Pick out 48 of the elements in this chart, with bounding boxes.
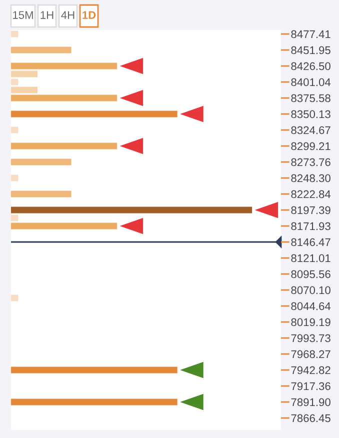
- y-tick-label: 8350.13: [291, 110, 330, 118]
- y-tick-label: 8171.93: [291, 222, 330, 230]
- bar: [11, 190, 72, 198]
- y-tick-label: 8146.47: [291, 238, 330, 246]
- y-tick-label: 8299.21: [291, 142, 330, 150]
- bar: [11, 110, 178, 118]
- bar: [11, 62, 118, 70]
- y-tick-label: 8324.67: [291, 126, 330, 134]
- bar: [11, 142, 118, 150]
- bar: [11, 398, 178, 406]
- bar: [11, 94, 118, 102]
- bar: [11, 174, 18, 182]
- bar: [11, 126, 18, 134]
- y-tick-label: 8222.84: [291, 190, 331, 198]
- bar: [11, 78, 18, 86]
- bar: [11, 222, 118, 230]
- bar: [11, 30, 18, 38]
- y-tick-label: 8451.95: [291, 46, 330, 54]
- y-tick-label: 8401.04: [291, 78, 331, 86]
- bar: [11, 70, 38, 78]
- y-tick-label: 7942.82: [291, 366, 330, 374]
- bar: [11, 158, 72, 166]
- y-tick-label: 8044.64: [291, 302, 331, 310]
- bar: [11, 294, 18, 302]
- y-tick-label: 8426.50: [291, 62, 330, 70]
- text: 1D: [82, 11, 96, 19]
- y-tick-label: 7993.73: [291, 334, 330, 342]
- bar: [11, 206, 252, 214]
- y-tick-label: 8121.01: [291, 254, 330, 262]
- y-tick-label: 7917.36: [291, 382, 330, 390]
- text: 1H: [40, 11, 54, 19]
- y-tick-label: 7891.90: [291, 398, 330, 406]
- text: 15M: [13, 11, 33, 19]
- bar: [11, 214, 18, 222]
- bar: [11, 86, 38, 94]
- y-tick-label: 8197.39: [291, 206, 330, 214]
- y-tick-label: 8095.56: [291, 270, 330, 278]
- y-tick-label: 7968.27: [291, 350, 330, 358]
- y-tick-label: 8477.41: [291, 30, 330, 38]
- bar: [11, 366, 178, 374]
- y-tick-label: 8019.19: [291, 318, 330, 326]
- bar: [11, 46, 72, 54]
- y-tick-label: 8248.30: [291, 174, 330, 182]
- text: 4H: [61, 11, 74, 19]
- y-tick-label: 8375.58: [291, 94, 330, 102]
- y-tick-label: 8273.76: [291, 158, 330, 166]
- y-tick-label: 8070.10: [291, 286, 330, 294]
- y-tick-label: 7866.45: [291, 414, 330, 422]
